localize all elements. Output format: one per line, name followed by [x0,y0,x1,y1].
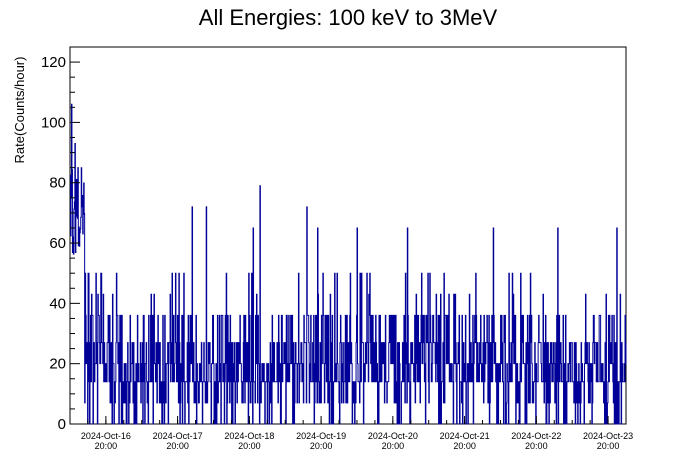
y-tick-label: 60 [49,235,66,252]
y-tick-label: 120 [41,54,66,71]
x-tick-date: 2024-Oct-18 [224,431,274,441]
x-tick-date: 2024-Oct-16 [81,431,131,441]
y-tick-label: 40 [49,295,66,312]
x-tick-date: 2024-Oct-23 [583,431,633,441]
series-line [69,103,627,425]
y-tick-label: 80 [49,175,66,192]
x-tick-date: 2024-Oct-19 [296,431,346,441]
x-tick-time: 20:00 [525,441,548,451]
x-axis: 2024-Oct-1620:002024-Oct-1720:002024-Oct… [69,416,633,451]
x-tick-time: 20:00 [95,441,118,451]
x-tick-time: 20:00 [238,441,261,451]
x-tick-date: 2024-Oct-22 [511,431,561,441]
y-tick-label: 0 [58,416,66,433]
x-tick-time: 20:00 [382,441,405,451]
x-tick-time: 20:00 [597,441,620,451]
y-tick-label: 100 [41,114,66,131]
x-tick-time: 20:00 [166,441,189,451]
x-tick-date: 2024-Oct-20 [368,431,418,441]
x-tick-time: 20:00 [310,441,333,451]
y-tick-label: 20 [49,356,66,373]
y-axis: 0 20 40 60 80 100 120 [41,46,80,433]
x-tick-time: 20:00 [453,441,476,451]
chart-title: All Energies: 100 keV to 3MeV [199,5,498,30]
x-tick-date: 2024-Oct-17 [153,431,203,441]
y-axis-label: Rate(Counts/hour) [12,57,27,164]
data-series [69,103,627,425]
x-tick-date: 2024-Oct-21 [440,431,490,441]
